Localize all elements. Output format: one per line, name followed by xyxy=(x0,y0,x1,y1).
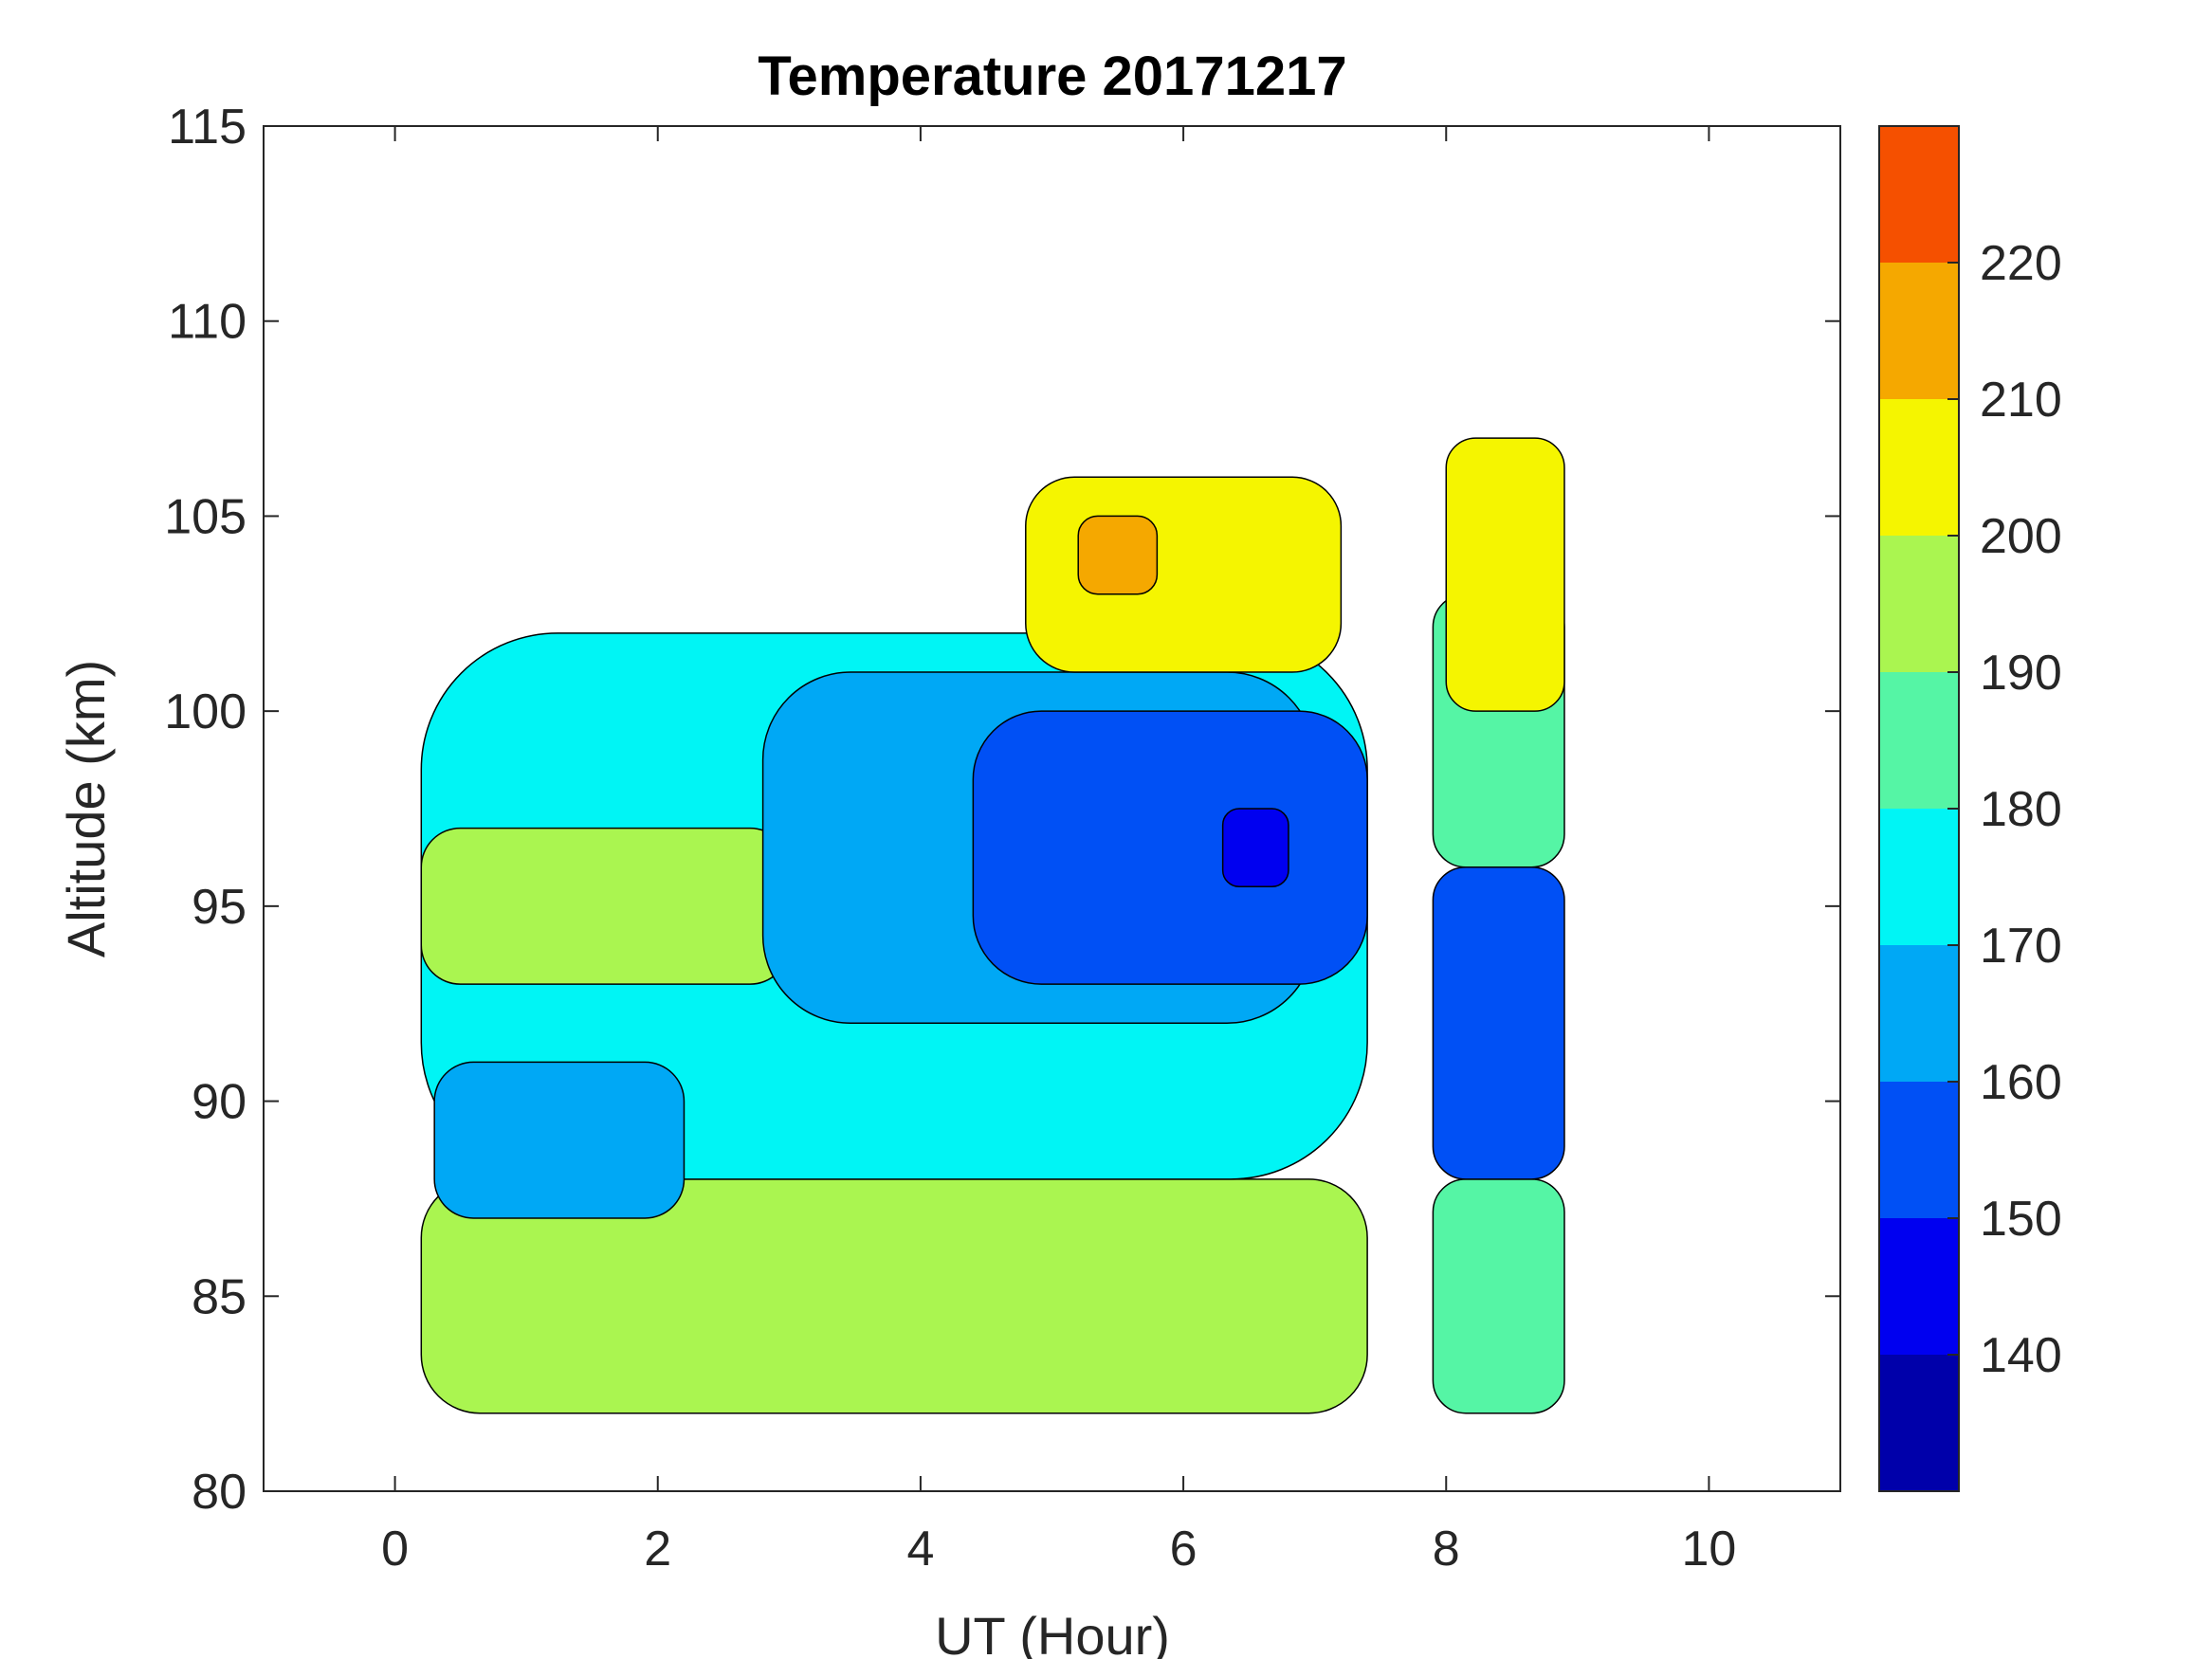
contour-region-8 xyxy=(1077,515,1159,595)
colorbar-tick-label: 190 xyxy=(1980,646,2062,701)
y-tick-label: 80 xyxy=(192,1465,247,1520)
y-axis-label: Altitude (km) xyxy=(56,660,116,957)
x-tick-label: 6 xyxy=(1170,1522,1197,1577)
contour-region-12 xyxy=(1445,437,1565,712)
contour-fills xyxy=(420,437,1565,1414)
y-tick-label: 105 xyxy=(164,489,247,544)
colorbar-segment xyxy=(1879,1218,1959,1355)
y-axis: 80 85 90 95 100 105 110 115 xyxy=(164,100,1840,1520)
y-tick-label: 90 xyxy=(192,1075,247,1130)
x-axis: 0 2 4 6 8 10 xyxy=(381,126,1736,1577)
colorbar-tick-label: 150 xyxy=(1980,1192,2062,1247)
y-tick-label: 100 xyxy=(164,684,247,739)
colorbar-segment xyxy=(1879,809,1959,945)
colorbar-segment xyxy=(1879,1355,1959,1491)
colorbar-segment xyxy=(1879,672,1959,809)
x-tick-label: 2 xyxy=(644,1522,671,1577)
colorbar-tick-label: 160 xyxy=(1980,1055,2062,1110)
colorbar-tick-label: 200 xyxy=(1980,509,2062,564)
contour-region-10 xyxy=(1432,866,1565,1180)
axes-frame xyxy=(263,125,1841,1492)
colorbar-tick-label: 170 xyxy=(1980,919,2062,974)
x-tick-label: 10 xyxy=(1681,1522,1736,1577)
colorbar-segment xyxy=(1879,399,1959,536)
colorbar-segment xyxy=(1879,126,1959,263)
contour-region-5 xyxy=(972,710,1368,985)
colorbar-segment xyxy=(1879,945,1959,1082)
colorbar-segment xyxy=(1879,1082,1959,1218)
y-tick-label: 95 xyxy=(192,880,247,935)
y-tick-label: 110 xyxy=(168,295,247,350)
colorbar: 140 150 160 170 180 190 200 210 220 xyxy=(1878,125,2062,1492)
contour-region-9 xyxy=(1432,1178,1565,1414)
colorbar-segment xyxy=(1879,263,1959,399)
contour-region-3 xyxy=(433,1061,686,1219)
x-axis-label: UT (Hour) xyxy=(935,1606,1170,1659)
contour-region-2 xyxy=(420,827,791,985)
x-tick-label: 8 xyxy=(1433,1522,1460,1577)
x-tick-label: 0 xyxy=(381,1522,409,1577)
colorbar-tick-label: 140 xyxy=(1980,1328,2062,1383)
colorbar-tick-label: 210 xyxy=(1980,373,2062,428)
x-tick-label: 4 xyxy=(906,1522,934,1577)
colorbar-tick-label: 220 xyxy=(1980,236,2062,291)
colorbar-segment xyxy=(1879,536,1959,672)
colorbar-tick-label: 180 xyxy=(1980,782,2062,837)
contour-region-6 xyxy=(1221,808,1289,888)
y-tick-label: 115 xyxy=(168,100,247,155)
chart-title: Temperature 20171217 xyxy=(758,46,1346,107)
y-tick-label: 85 xyxy=(192,1269,247,1324)
contour-region-7 xyxy=(1025,476,1343,673)
